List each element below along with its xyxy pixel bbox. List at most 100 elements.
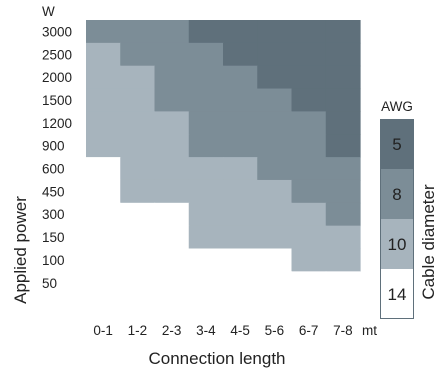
heatmap-cell [223,202,258,227]
heatmap-cell [120,179,156,204]
heatmap-cell [86,20,121,44]
heatmap-cell [188,88,224,112]
heatmap-cell [257,248,293,272]
legend-border [380,119,414,319]
heatmap-cell [154,20,190,44]
heatmap-cell [223,20,258,44]
heatmap-cell [188,225,224,250]
x-tick-label: 4-5 [230,323,250,338]
heatmap-cell [154,271,190,295]
y-tick-label: 3000 [42,24,72,39]
heatmap-cell [223,65,258,90]
x-unit-label: mt [362,323,377,338]
heatmap-cell [120,202,156,227]
heatmap-cell [223,88,258,112]
heatmap-cell [325,157,361,181]
legend-side-label: Cable diameter [419,184,438,300]
x-tick-labels: 0-1 1-2 2-3 3-4 4-5 5-6 6-7 7-8 [93,323,352,338]
heatmap-cell [257,225,293,250]
heatmap-cell [86,225,121,250]
x-tick-label: 6-7 [299,323,319,338]
heatmap-cell [120,88,156,112]
heatmap-cell [291,225,327,250]
legend-label: 10 [388,235,407,254]
legend-label: 5 [392,135,401,154]
y-unit-label: W [42,4,55,19]
heatmap-cell [223,157,258,181]
x-tick-label: 7-8 [333,323,353,338]
y-tick-label: 150 [42,230,65,245]
heatmap-cell [325,65,361,90]
heatmap-cell [86,88,121,112]
heatmap-cell [325,248,361,272]
y-tick-label: 50 [42,276,57,291]
legend-label: 8 [392,185,401,204]
y-tick-label: 1200 [42,116,72,131]
heatmap-cell [291,202,327,227]
x-tick-label: 2-3 [162,323,182,338]
heatmap-cell [86,202,121,227]
heatmap-cell [154,179,190,204]
y-tick-label: 450 [42,184,65,199]
heatmap-cell [257,111,293,135]
heatmap-cell [120,225,156,250]
heatmap-cell [120,134,156,158]
heatmap-cell [223,248,258,272]
legend: AWG 5 8 10 14 Cable diameter [380,99,438,319]
heatmap-cell [325,134,361,158]
heatmap-cell [257,65,293,90]
heatmap-cell [291,20,327,44]
heatmap-cell [257,157,293,181]
legend-title: AWG [381,99,413,114]
heatmap-cell [86,157,121,181]
heatmap-cell [291,88,327,112]
heatmap-cell [86,271,121,295]
heatmap-cell [188,111,224,135]
heatmap-cell [325,111,361,135]
heatmap-cell [188,271,224,295]
heatmap-cell [86,42,121,67]
y-tick-label: 300 [42,207,65,222]
legend-swatches: 5 8 10 14 [380,119,414,319]
heatmap-cell [188,134,224,158]
heatmap-cell [257,179,293,204]
heatmap-cell [188,42,224,67]
legend-swatch [380,269,414,319]
heatmap-cell [154,42,190,67]
heatmap-cell [223,271,258,295]
heatmap-cell [291,271,327,295]
heatmap-cell [154,248,190,272]
heatmap-cell [154,157,190,181]
y-tick-label: 2000 [42,70,72,85]
heatmap-cell [86,248,121,272]
heatmap-cell [223,179,258,204]
heatmap-cell [325,88,361,112]
y-axis-title: Applied power [11,196,30,304]
heatmap-cell [257,42,293,67]
heatmap-cell [291,42,327,67]
heatmap-cell [120,20,156,44]
heatmap-cell [154,202,190,227]
heatmap-cell [291,134,327,158]
heatmap-cell [188,65,224,90]
heatmap-cell [257,20,293,44]
heatmap-cell [154,88,190,112]
heatmap-cell [120,42,156,67]
heatmap-cell [325,179,361,204]
heatmap-cell [188,179,224,204]
heatmap-cell [325,271,361,295]
heatmap-cell [120,157,156,181]
heatmap-cell [86,134,121,158]
heatmap-cell [154,65,190,90]
heatmap-cell [257,134,293,158]
y-tick-label: 600 [42,162,65,177]
heatmap-cell [291,65,327,90]
x-tick-label: 0-1 [93,323,113,338]
heatmap-cell [154,225,190,250]
legend-swatch [380,169,414,219]
heatmap-cell [86,111,121,135]
heatmap-cell [325,225,361,250]
heatmap-cell [154,134,190,158]
heatmap-cell [291,248,327,272]
